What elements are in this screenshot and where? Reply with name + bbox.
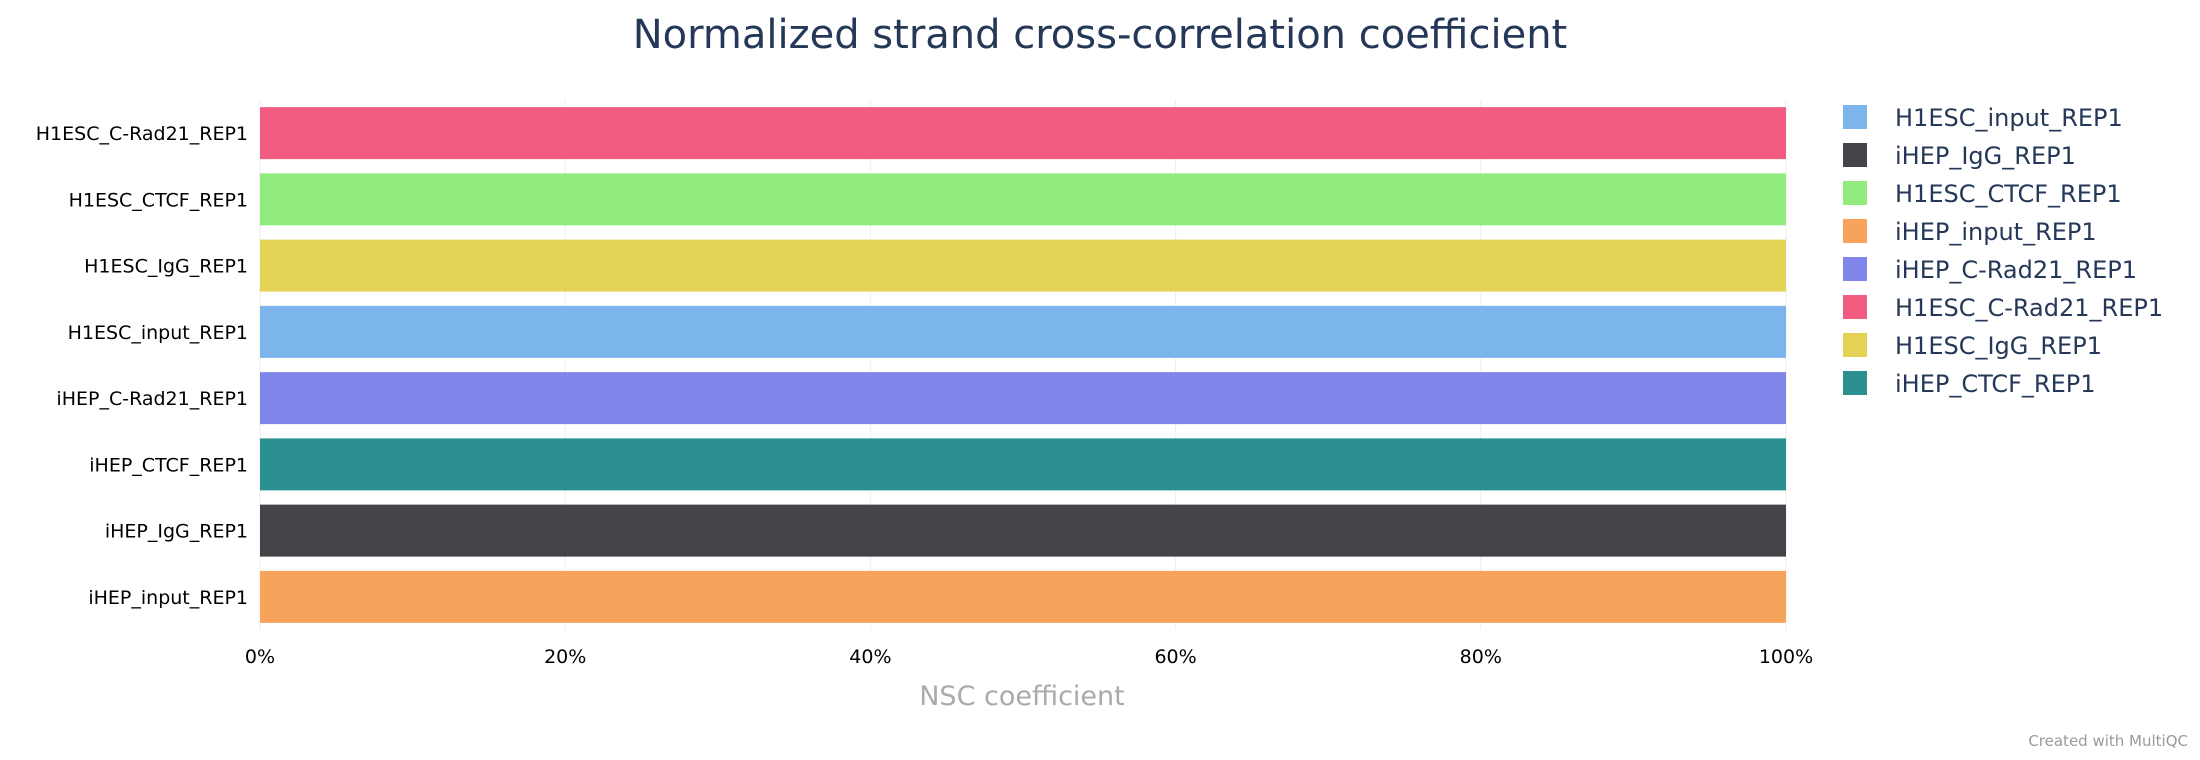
- legend-swatch: [1843, 219, 1867, 243]
- legend-label[interactable]: H1ESC_IgG_REP1: [1895, 332, 2102, 360]
- legend-label[interactable]: iHEP_IgG_REP1: [1895, 142, 2076, 170]
- category-label: iHEP_CTCF_REP1: [89, 454, 248, 476]
- bar[interactable]: [260, 173, 1786, 226]
- bar[interactable]: [260, 107, 1786, 160]
- category-label: H1ESC_input_REP1: [68, 322, 248, 344]
- bar[interactable]: [260, 372, 1786, 425]
- credit-text: Created with MultiQC: [2028, 732, 2188, 750]
- x-tick-label: 80%: [1460, 646, 1502, 668]
- x-tick-label: 0%: [245, 646, 275, 668]
- bar[interactable]: [260, 570, 1786, 623]
- category-label: H1ESC_CTCF_REP1: [69, 189, 248, 211]
- chart-title: Normalized strand cross-correlation coef…: [633, 12, 1567, 58]
- legend-swatch: [1843, 105, 1867, 129]
- legend-swatch: [1843, 295, 1867, 319]
- legend-swatch: [1843, 181, 1867, 205]
- x-tick-label: 40%: [849, 646, 891, 668]
- category-labels: H1ESC_C-Rad21_REP1 H1ESC_CTCF_REP1 H1ESC_I…: [36, 123, 248, 609]
- bars: [260, 107, 1786, 623]
- legend-label[interactable]: iHEP_C-Rad21_REP1: [1895, 256, 2137, 284]
- bar[interactable]: [260, 504, 1786, 557]
- legend: H1ESC_input_REP1 iHEP_IgG_REP1 H1ESC_CTCF_…: [1843, 104, 2163, 398]
- x-axis-ticks: 0% 20% 40% 60% 80% 100%: [245, 646, 1813, 668]
- category-label: iHEP_IgG_REP1: [105, 521, 248, 543]
- category-label: iHEP_C-Rad21_REP1: [56, 388, 248, 410]
- legend-swatch: [1843, 257, 1867, 281]
- legend-label[interactable]: H1ESC_C-Rad21_REP1: [1895, 294, 2163, 322]
- legend-label[interactable]: iHEP_input_REP1: [1895, 218, 2097, 246]
- x-tick-label: 100%: [1759, 646, 1813, 668]
- bar[interactable]: [260, 305, 1786, 358]
- x-tick-label: 20%: [544, 646, 586, 668]
- legend-swatch: [1843, 143, 1867, 167]
- bar[interactable]: [260, 239, 1786, 292]
- category-label: H1ESC_IgG_REP1: [84, 256, 248, 278]
- category-label: H1ESC_C-Rad21_REP1: [36, 123, 248, 145]
- legend-swatch: [1843, 333, 1867, 357]
- legend-swatch: [1843, 371, 1867, 395]
- x-axis-title: NSC coefficient: [919, 681, 1125, 712]
- category-label: iHEP_input_REP1: [88, 587, 248, 609]
- legend-label[interactable]: iHEP_CTCF_REP1: [1895, 370, 2096, 398]
- x-tick-label: 60%: [1154, 646, 1196, 668]
- legend-label[interactable]: H1ESC_input_REP1: [1895, 104, 2123, 132]
- bar[interactable]: [260, 438, 1786, 491]
- legend-label[interactable]: H1ESC_CTCF_REP1: [1895, 180, 2122, 208]
